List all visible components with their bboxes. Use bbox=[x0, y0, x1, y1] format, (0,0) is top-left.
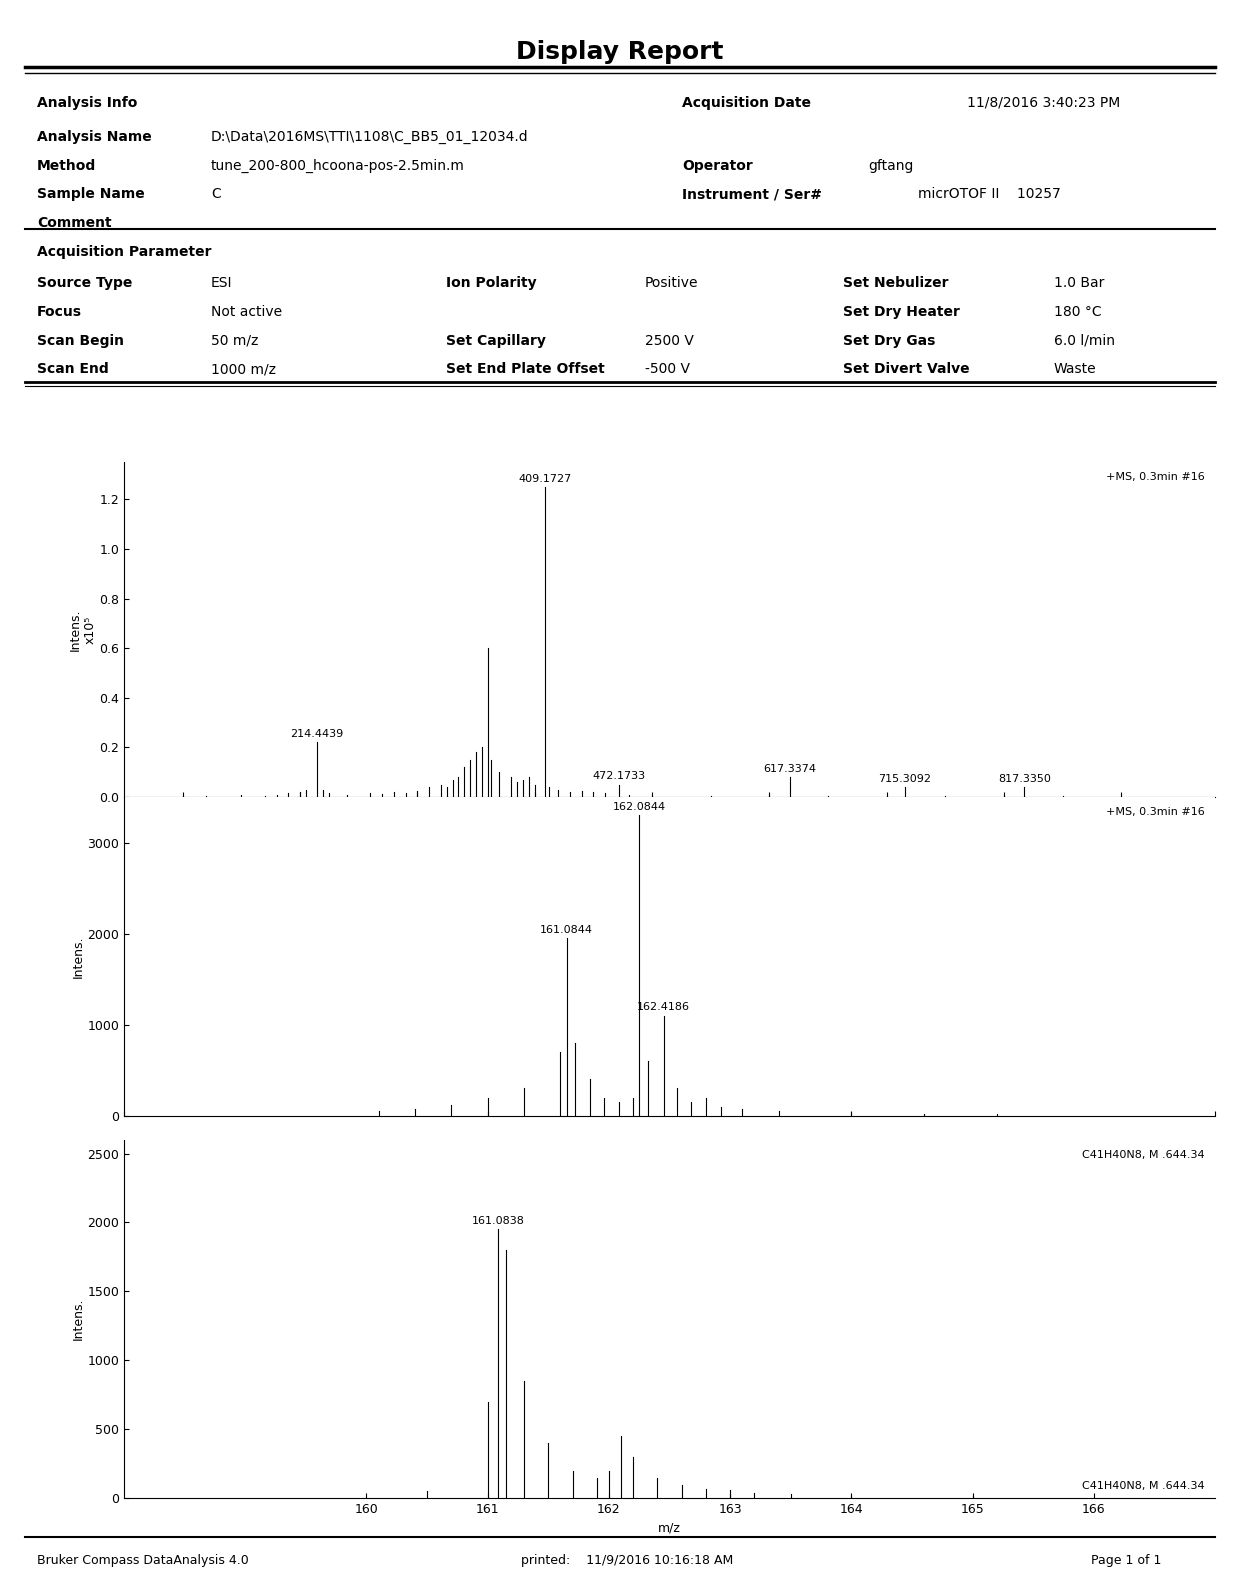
Text: Analysis Info: Analysis Info bbox=[37, 96, 138, 110]
Text: C: C bbox=[211, 188, 221, 201]
Text: 214.4439: 214.4439 bbox=[290, 728, 343, 740]
Text: Scan Begin: Scan Begin bbox=[37, 333, 124, 347]
Text: gftang: gftang bbox=[868, 159, 914, 172]
Text: 161.0844: 161.0844 bbox=[541, 925, 593, 936]
Text: Comment: Comment bbox=[37, 217, 112, 230]
Text: tune_200-800_hcoona-pos-2.5min.m: tune_200-800_hcoona-pos-2.5min.m bbox=[211, 159, 465, 172]
Text: Method: Method bbox=[37, 159, 97, 172]
Text: Scan End: Scan End bbox=[37, 362, 109, 376]
Text: 180 °C: 180 °C bbox=[1054, 304, 1101, 319]
Y-axis label: Intens.: Intens. bbox=[72, 1298, 84, 1341]
Text: printed:    11/9/2016 10:16:18 AM: printed: 11/9/2016 10:16:18 AM bbox=[521, 1554, 733, 1567]
Text: 6.0 l/min: 6.0 l/min bbox=[1054, 333, 1115, 347]
Text: Positive: Positive bbox=[645, 276, 698, 290]
Text: Instrument / Ser#: Instrument / Ser# bbox=[682, 188, 822, 201]
Text: 2500 V: 2500 V bbox=[645, 333, 693, 347]
Text: micrOTOF II    10257: micrOTOF II 10257 bbox=[918, 188, 1060, 201]
Text: D:\Data\2016MS\TTI\1108\C_BB5_01_12034.d: D:\Data\2016MS\TTI\1108\C_BB5_01_12034.d bbox=[211, 131, 528, 143]
Text: Waste: Waste bbox=[1054, 362, 1096, 376]
Text: Acquisition Date: Acquisition Date bbox=[682, 96, 811, 110]
Text: 409.1727: 409.1727 bbox=[518, 473, 572, 483]
Text: C41H40N8, M .644.34: C41H40N8, M .644.34 bbox=[1081, 1151, 1204, 1160]
Text: Page 1 of 1: Page 1 of 1 bbox=[1091, 1554, 1162, 1567]
Text: Source Type: Source Type bbox=[37, 276, 133, 290]
Text: Set End Plate Offset: Set End Plate Offset bbox=[446, 362, 605, 376]
Text: 715.3092: 715.3092 bbox=[878, 773, 931, 784]
Text: 162.0844: 162.0844 bbox=[613, 802, 666, 811]
Text: Display Report: Display Report bbox=[516, 40, 724, 64]
Text: 617.3374: 617.3374 bbox=[763, 764, 816, 773]
Text: ESI: ESI bbox=[211, 276, 232, 290]
Text: Set Dry Gas: Set Dry Gas bbox=[843, 333, 935, 347]
Text: Not active: Not active bbox=[211, 304, 281, 319]
Text: 11/8/2016 3:40:23 PM: 11/8/2016 3:40:23 PM bbox=[967, 96, 1121, 110]
Text: C41H40N8, M .644.34: C41H40N8, M .644.34 bbox=[1081, 1481, 1204, 1492]
Text: -500 V: -500 V bbox=[645, 362, 689, 376]
Text: 472.1733: 472.1733 bbox=[593, 771, 646, 781]
Text: Bruker Compass DataAnalysis 4.0: Bruker Compass DataAnalysis 4.0 bbox=[37, 1554, 249, 1567]
Text: 50 m/z: 50 m/z bbox=[211, 333, 258, 347]
Text: +MS, 0.3min #16: +MS, 0.3min #16 bbox=[1106, 807, 1204, 816]
Text: Focus: Focus bbox=[37, 304, 82, 319]
Text: Operator: Operator bbox=[682, 159, 753, 172]
Text: 161.0838: 161.0838 bbox=[471, 1216, 525, 1226]
Text: Set Dry Heater: Set Dry Heater bbox=[843, 304, 960, 319]
Y-axis label: Intens.
x10⁵: Intens. x10⁵ bbox=[68, 609, 97, 650]
Text: Ion Polarity: Ion Polarity bbox=[446, 276, 537, 290]
Text: Sample Name: Sample Name bbox=[37, 188, 145, 201]
Text: 1000 m/z: 1000 m/z bbox=[211, 362, 275, 376]
Text: 162.4186: 162.4186 bbox=[637, 1003, 691, 1012]
Text: Acquisition Parameter: Acquisition Parameter bbox=[37, 245, 212, 258]
Text: Set Divert Valve: Set Divert Valve bbox=[843, 362, 970, 376]
Text: Analysis Name: Analysis Name bbox=[37, 131, 153, 143]
X-axis label: m/z: m/z bbox=[658, 821, 681, 834]
Y-axis label: Intens.: Intens. bbox=[72, 936, 84, 977]
Text: 1.0 Bar: 1.0 Bar bbox=[1054, 276, 1105, 290]
Text: Set Nebulizer: Set Nebulizer bbox=[843, 276, 949, 290]
Text: +MS, 0.3min #16: +MS, 0.3min #16 bbox=[1106, 472, 1204, 483]
Text: 817.3350: 817.3350 bbox=[998, 773, 1050, 784]
Text: Set Capillary: Set Capillary bbox=[446, 333, 547, 347]
X-axis label: m/z: m/z bbox=[658, 1522, 681, 1535]
